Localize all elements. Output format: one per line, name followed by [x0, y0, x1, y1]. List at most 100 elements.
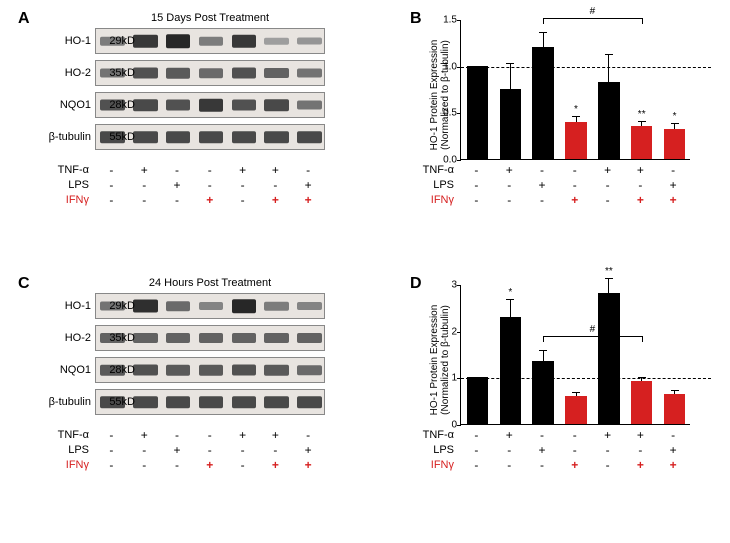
blot-protein-label: β-tubulin [47, 131, 91, 143]
treatment-cell: + [591, 428, 624, 442]
treatment-cell: - [558, 443, 591, 457]
treatment-cell: + [259, 428, 292, 442]
blot-mw-label: 29kD [109, 300, 135, 312]
treatment-cell: - [460, 428, 493, 442]
treatment-cell: + [493, 163, 526, 177]
treatment-cell: - [128, 193, 161, 207]
blot-band [199, 365, 224, 376]
blot-band [264, 365, 289, 376]
treatment-cell: - [193, 443, 226, 457]
blot-band [297, 333, 322, 343]
treatment-cell: - [657, 428, 690, 442]
blot-band [199, 99, 224, 112]
treatment-label: LPS [412, 179, 460, 191]
treatment-cell: + [657, 443, 690, 457]
treatment-label: IFNγ [412, 194, 460, 206]
blot-band [264, 302, 289, 311]
bracket-label: # [584, 324, 600, 335]
treatment-cell: - [292, 428, 325, 442]
blot-band [264, 38, 289, 45]
blot-band [166, 100, 191, 111]
blot-band [199, 302, 224, 310]
treatment-cell: + [161, 178, 194, 192]
reference-line [461, 67, 711, 68]
blot-mw-label: 28kD [109, 99, 135, 111]
treatment-cell: - [226, 458, 259, 472]
y-axis-label: HO-1 Protein Expression(Normalized to β-… [429, 35, 451, 155]
treatment-cell: - [526, 428, 559, 442]
blot-band [297, 131, 322, 143]
significance-marker: ** [594, 266, 623, 277]
blot-band [297, 38, 322, 45]
treatment-cell: - [161, 458, 194, 472]
treatment-cell: + [128, 428, 161, 442]
treatment-cell: - [95, 193, 128, 207]
treatment-cell: + [128, 163, 161, 177]
treatment-cell: - [526, 193, 559, 207]
blot-band [133, 396, 158, 408]
treatment-cell: - [624, 178, 657, 192]
treatment-cell: - [591, 178, 624, 192]
treatment-cell: - [95, 178, 128, 192]
blot-band [264, 131, 289, 143]
treatment-cell: + [259, 458, 292, 472]
treatment-cell: - [128, 458, 161, 472]
treatment-cell: - [161, 163, 194, 177]
blot-band [199, 37, 224, 46]
blot-protein-label: NQO1 [47, 99, 91, 111]
panel-label-D: D [410, 275, 422, 293]
treatment-cell: - [193, 178, 226, 192]
treatment-cell: + [558, 458, 591, 472]
treatment-cell: - [526, 458, 559, 472]
blot-band [133, 131, 158, 143]
significance-marker: * [496, 287, 525, 298]
y-axis-label-line2: (Normalized to β-tubulin) [440, 35, 451, 155]
blot-band [166, 34, 191, 48]
chart-bar [532, 361, 553, 424]
comparison-bracket [543, 336, 642, 337]
treatment-cell: - [259, 178, 292, 192]
treatment-cell: + [259, 193, 292, 207]
treatment-cell: - [226, 193, 259, 207]
blot-band [133, 68, 158, 79]
blot-band [264, 396, 289, 408]
reference-line [461, 378, 711, 379]
treatment-cell: + [193, 193, 226, 207]
treatment-cell: - [558, 178, 591, 192]
treatment-cell: - [460, 163, 493, 177]
panel-label-B: B [410, 10, 422, 28]
blot-band [297, 101, 322, 110]
treatment-cell: - [460, 443, 493, 457]
blot-band [166, 365, 191, 376]
treatment-cell: - [161, 193, 194, 207]
treatment-label: LPS [412, 444, 460, 456]
treatment-cell: - [591, 443, 624, 457]
panel-label-A: A [18, 10, 30, 28]
title-C: 24 Hours Post Treatment [95, 277, 325, 289]
treatment-cell: + [558, 193, 591, 207]
blot-band [166, 131, 191, 143]
treatment-cell: - [193, 428, 226, 442]
blot-band [232, 396, 257, 408]
treatment-cell: + [161, 443, 194, 457]
y-axis-label-line1: HO-1 Protein Expression [429, 35, 440, 155]
treatment-cell: - [128, 443, 161, 457]
treatment-cell: + [591, 163, 624, 177]
bracket-label: # [584, 6, 600, 17]
significance-marker: * [561, 104, 590, 115]
treatment-cell: - [292, 163, 325, 177]
y-axis-label-line1: HO-1 Protein Expression [429, 300, 440, 420]
treatment-cell: - [657, 163, 690, 177]
treatment-cell: + [292, 458, 325, 472]
treatment-cell: + [657, 193, 690, 207]
blot-band [232, 35, 257, 48]
treatment-cell: + [292, 178, 325, 192]
treatment-cell: - [460, 193, 493, 207]
y-axis-label-line2: (Normalized to β-tubulin) [440, 300, 451, 420]
blot-band [199, 333, 224, 343]
treatment-cell: - [624, 443, 657, 457]
blot-mw-label: 55kD [109, 396, 135, 408]
blot-band [232, 100, 257, 111]
blot-protein-label: β-tubulin [47, 396, 91, 408]
treatment-cell: + [657, 178, 690, 192]
